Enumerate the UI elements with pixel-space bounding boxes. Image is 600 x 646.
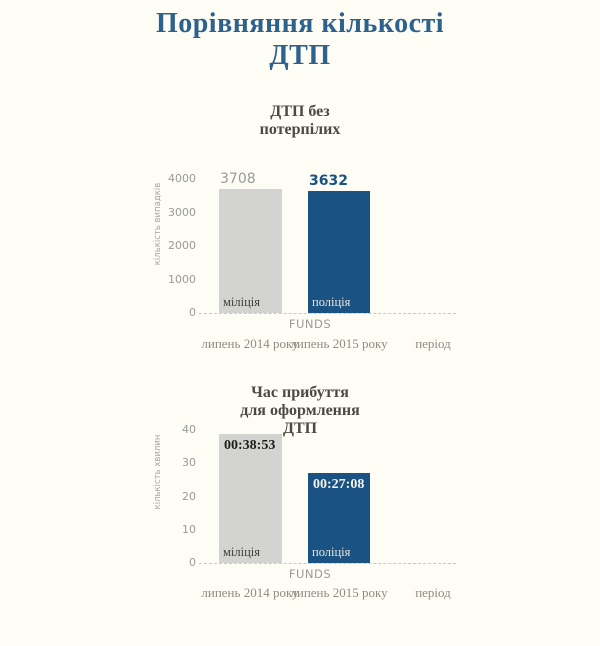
axis-note-period: період xyxy=(415,585,451,600)
page-title: Порівняння кількості ДТП xyxy=(155,8,445,71)
x-axis-label: FUNDS xyxy=(288,317,332,331)
y-tick-label: 10 xyxy=(182,522,196,536)
bar-value-label: 00:27:08 xyxy=(313,477,365,492)
bar-поліція: поліція 00:27:08 xyxy=(308,473,370,563)
y-tick-label: 1000 xyxy=(168,272,196,286)
bar-міліція: міліція 00:38:53 xyxy=(219,434,282,563)
category-label-july-2014: липень 2014 року xyxy=(201,585,299,600)
category-label-july-2015: липень 2015 року xyxy=(290,585,388,600)
bar-value-label: 00:38:53 xyxy=(224,438,276,453)
y-tick-label: 0 xyxy=(189,556,196,569)
bar-name-label: міліція xyxy=(223,545,261,559)
y-tick-label: 3000 xyxy=(168,205,196,219)
bar-name-label: поліція xyxy=(312,295,351,309)
axis-note-period: період xyxy=(415,336,451,351)
y-axis-label: кількість випадків xyxy=(153,182,163,266)
bar-name-label: поліція xyxy=(312,545,351,559)
y-tick-label: 30 xyxy=(182,456,196,470)
bar-поліція: поліція 3632 xyxy=(308,173,370,313)
chart-title: Час прибуття для оформлення ДТП xyxy=(240,384,360,437)
category-label-july-2014: липень 2014 року xyxy=(201,336,299,351)
y-tick-label: 2000 xyxy=(168,239,196,252)
y-tick-label: 4000 xyxy=(168,172,196,185)
x-axis-line xyxy=(199,563,456,564)
bar-name-label: міліція xyxy=(223,295,261,309)
x-axis-line xyxy=(199,313,456,314)
y-tick-label: 0 xyxy=(189,306,196,319)
chart-title: ДТП без потерпілих xyxy=(259,103,341,138)
y-tick-label: 20 xyxy=(182,489,196,503)
bar-value-label: 3708 xyxy=(220,171,256,187)
y-tick-label: 40 xyxy=(182,423,196,436)
chart-arrival-time: Час прибуття для оформлення ДТП кількіст… xyxy=(0,378,600,628)
x-axis-label: FUNDS xyxy=(288,567,332,581)
category-label-july-2015: липень 2015 року xyxy=(290,336,388,351)
chart-accidents-without-victims: ДТП без потерпілих кількість випадків FU… xyxy=(0,95,600,365)
bar-міліція: міліція 3708 xyxy=(219,171,282,313)
bar-value-label: 3632 xyxy=(309,173,348,189)
